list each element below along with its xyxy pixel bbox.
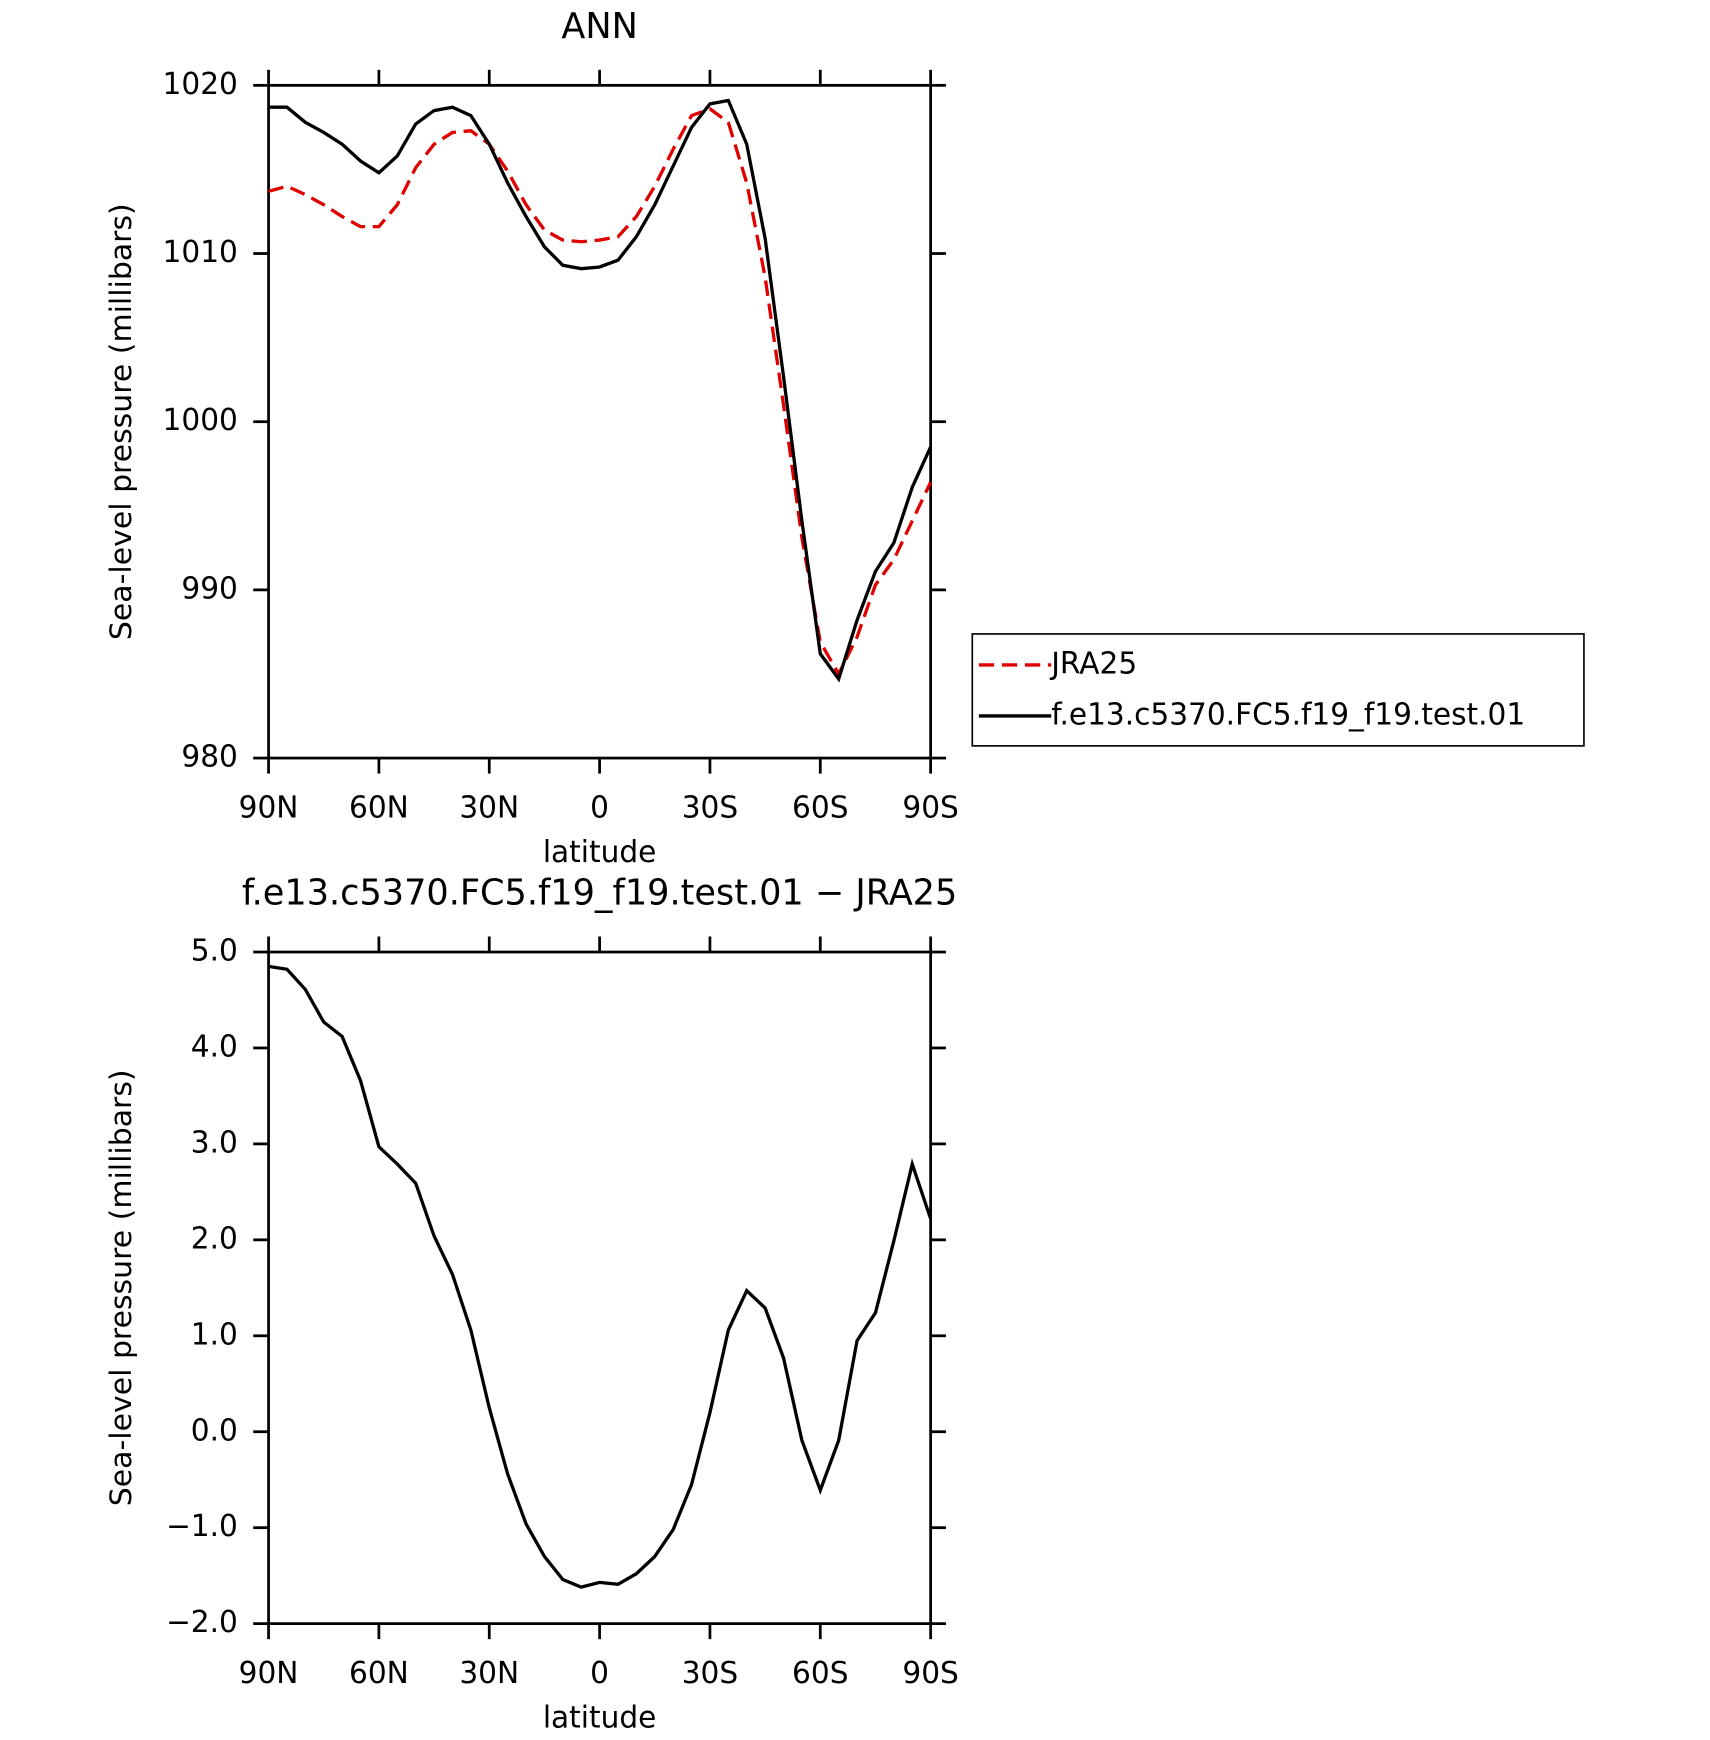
y-tick-label: 1020 xyxy=(163,67,238,102)
x-tick-label: 0 xyxy=(590,1656,609,1691)
y-tick-label: 3.0 xyxy=(191,1125,238,1160)
y-axis-label: Sea-level pressure (millibars) xyxy=(104,203,139,640)
legend-label: JRA25 xyxy=(1049,646,1137,681)
y-tick-label: −1.0 xyxy=(166,1509,238,1544)
x-tick-label: 90S xyxy=(902,790,958,825)
legend-box xyxy=(971,633,1585,747)
x-tick-label: 90S xyxy=(902,1656,958,1691)
y-tick-label: 1010 xyxy=(163,235,238,270)
x-tick-label: 90N xyxy=(239,1656,299,1691)
y-tick-label: 1000 xyxy=(163,403,238,438)
y-tick-label: 1.0 xyxy=(191,1317,238,1352)
x-tick-label: 60N xyxy=(349,790,409,825)
y-axis-label: Sea-level pressure (millibars) xyxy=(104,1069,139,1506)
x-tick-label: 60N xyxy=(349,1656,409,1691)
x-tick-label: 0 xyxy=(590,790,609,825)
chart-title: f.e13.c5370.FC5.f19_f19.test.01 − JRA25 xyxy=(242,872,957,913)
x-tick-label: 90N xyxy=(239,790,299,825)
x-tick-label: 30N xyxy=(459,790,519,825)
legend-label: f.e13.c5370.FC5.f19_f19.test.01 xyxy=(1051,697,1525,732)
y-tick-label: 2.0 xyxy=(191,1221,238,1256)
data-line xyxy=(268,107,933,678)
plot-frame xyxy=(267,950,933,1626)
x-tick-label: 60S xyxy=(792,790,848,825)
y-tick-label: 980 xyxy=(181,739,237,774)
chart-title: ANN xyxy=(561,6,637,47)
x-tick-label: 30N xyxy=(459,1656,519,1691)
plot-frame xyxy=(267,83,933,760)
x-tick-label: 30S xyxy=(682,1656,738,1691)
data-line xyxy=(268,98,933,683)
y-tick-label: 5.0 xyxy=(191,933,238,968)
x-axis-label: latitude xyxy=(543,835,657,870)
y-tick-label: −2.0 xyxy=(166,1605,238,1640)
x-tick-label: 60S xyxy=(792,1656,848,1691)
x-tick-label: 30S xyxy=(682,790,738,825)
y-tick-label: 990 xyxy=(181,571,237,606)
data-line xyxy=(268,964,933,1589)
x-axis-label: latitude xyxy=(543,1700,657,1735)
y-tick-label: 0.0 xyxy=(191,1413,238,1448)
y-tick-label: 4.0 xyxy=(191,1029,238,1064)
